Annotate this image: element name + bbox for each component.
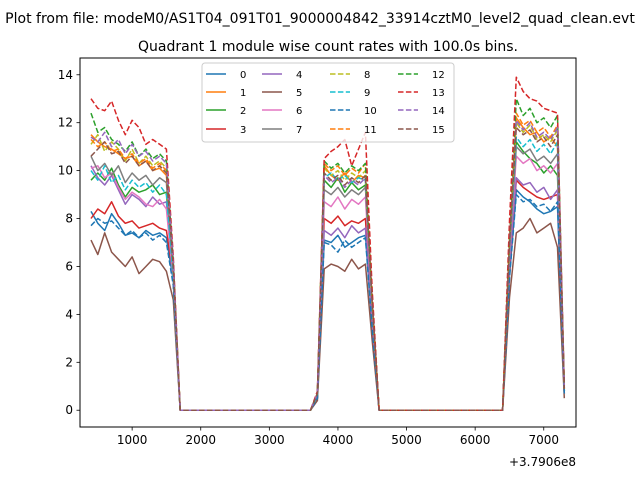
legend-item-0: 0 xyxy=(206,70,246,81)
legend-item-5: 5 xyxy=(262,88,302,99)
legend-item-12: 12 xyxy=(398,70,445,81)
figure-suptitle: Plot from file: modeM0/AS1T04_091T01_900… xyxy=(5,11,635,27)
legend-label: 1 xyxy=(240,88,246,99)
x-axis-offset-label: +3.7906e8 xyxy=(509,455,576,469)
legend-label: 15 xyxy=(432,125,445,136)
legend-item-8: 8 xyxy=(330,70,370,81)
legend-label: 0 xyxy=(240,70,246,81)
legend-item-9: 9 xyxy=(330,88,370,99)
legend-item-14: 14 xyxy=(398,106,445,117)
y-tick-label: 0 xyxy=(65,403,73,417)
y-tick-label: 14 xyxy=(58,68,73,82)
legend-label: 7 xyxy=(296,125,302,136)
y-axis-ticks: 0 2 4 6 8 10 12 14 xyxy=(58,68,80,417)
y-tick-label: 8 xyxy=(65,212,73,226)
legend-label: 13 xyxy=(432,88,445,99)
legend-label: 4 xyxy=(296,70,302,81)
legend-label: 2 xyxy=(240,106,246,117)
y-tick-label: 12 xyxy=(58,116,73,130)
legend-label: 3 xyxy=(240,125,246,136)
y-tick-label: 2 xyxy=(65,355,73,369)
x-tick-label: 6000 xyxy=(460,433,491,447)
x-tick-label: 5000 xyxy=(391,433,422,447)
legend-item-11: 11 xyxy=(330,125,377,136)
legend-item-1: 1 xyxy=(206,88,246,99)
series-layer xyxy=(90,76,566,411)
x-tick-label: 4000 xyxy=(323,433,354,447)
legend-item-3: 3 xyxy=(206,125,246,136)
legend-item-15: 15 xyxy=(398,125,445,136)
legend-label: 8 xyxy=(364,70,370,81)
legend-item-2: 2 xyxy=(206,106,246,117)
legend-item-10: 10 xyxy=(330,106,377,117)
legend-label: 14 xyxy=(432,106,445,117)
series-line-9 xyxy=(90,136,566,411)
x-tick-label: 2000 xyxy=(185,433,216,447)
legend-label: 10 xyxy=(364,106,377,117)
x-tick-label: 3000 xyxy=(254,433,285,447)
x-tick-label: 1000 xyxy=(117,433,148,447)
legend-label: 11 xyxy=(364,125,377,136)
legend-item-6: 6 xyxy=(262,106,302,117)
series-line-15 xyxy=(90,126,566,411)
x-tick-label: 7000 xyxy=(528,433,559,447)
legend-label: 5 xyxy=(296,88,302,99)
legend-label: 12 xyxy=(432,70,445,81)
legend-item-4: 4 xyxy=(262,70,302,81)
legend-frame xyxy=(201,62,455,143)
legend-label: 6 xyxy=(296,106,302,117)
y-tick-label: 10 xyxy=(58,164,73,178)
axes-frame xyxy=(79,57,577,428)
legend-label: 9 xyxy=(364,88,370,99)
chart-title: Quadrant 1 module wise count rates with … xyxy=(138,39,518,55)
series-line-13 xyxy=(90,76,566,411)
series-line-14 xyxy=(90,119,566,411)
legend-item-13: 13 xyxy=(398,88,445,99)
x-axis-ticks: 1000 2000 3000 4000 5000 6000 7000 xyxy=(117,427,559,447)
legend-item-7: 7 xyxy=(262,125,302,136)
y-tick-label: 6 xyxy=(65,259,73,273)
y-tick-label: 4 xyxy=(65,307,73,321)
